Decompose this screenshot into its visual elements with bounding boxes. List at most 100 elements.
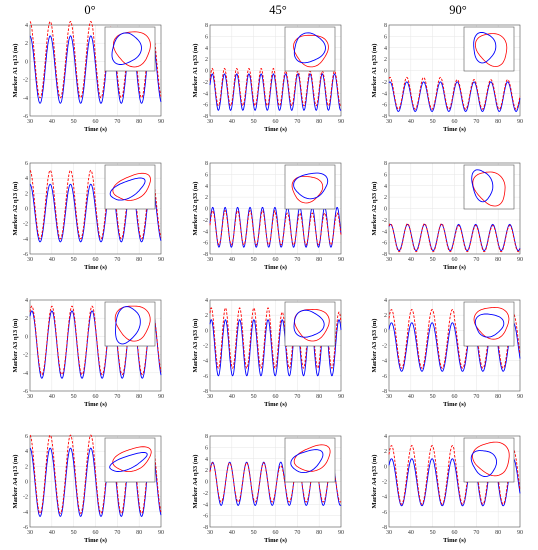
y-tick-label: -2 — [203, 491, 208, 497]
chart-panel: 30 40 50 60 70 80 90 -8 -6 -4 -2 0 2 4 6 8 Time (s) Marke… — [192, 161, 344, 271]
y-axis-label: Marker A1 η33 (m) — [371, 44, 378, 98]
x-tick-label: 70 — [473, 394, 479, 400]
y-tick-label: 6 — [25, 161, 28, 167]
y-axis-label: Marker A3 η33 (m) — [371, 319, 378, 373]
y-tick-label: 2 — [205, 57, 208, 63]
x-tick-label: 40 — [408, 119, 414, 125]
x-tick-label: 90 — [158, 119, 164, 125]
inset-red-loop — [474, 33, 508, 68]
x-tick-label: 30 — [386, 119, 392, 125]
inset-plot — [104, 164, 156, 210]
inset-plot — [284, 301, 336, 347]
y-tick-label: 0 — [205, 328, 208, 334]
x-tick-label: 40 — [229, 257, 235, 263]
y-tick-label: 2 — [205, 468, 208, 474]
y-tick-label: 0 — [25, 207, 28, 213]
x-axis-label: Time (s) — [84, 126, 107, 133]
y-tick-label: -8 — [203, 389, 208, 395]
y-tick-label: -2 — [203, 218, 208, 224]
inset-plot — [284, 437, 336, 483]
x-tick-label: 80 — [316, 257, 322, 263]
x-tick-label: 60 — [273, 394, 279, 400]
x-tick-label: 50 — [251, 119, 257, 125]
x-tick-label: 60 — [273, 119, 279, 125]
y-tick-label: -2 — [382, 344, 387, 350]
x-tick-label: 80 — [136, 394, 142, 400]
x-tick-label: 70 — [114, 394, 120, 400]
y-axis-label: Marker A2 η33 (m) — [371, 182, 378, 236]
inset-frame — [284, 26, 336, 72]
y-axis-label: Marker A2 η33 (m) — [192, 182, 199, 236]
x-tick-label: 30 — [207, 394, 213, 400]
inset-blue-loop — [473, 31, 497, 64]
x-tick-label: 70 — [294, 119, 300, 125]
x-tick-label: 50 — [251, 257, 257, 263]
inset-frame — [104, 164, 156, 210]
plot-frame — [388, 299, 521, 392]
y-tick-label: -4 — [382, 495, 387, 501]
inset-blue-loop — [109, 177, 146, 201]
x-tick-label: 30 — [386, 257, 392, 263]
blue-series-line — [209, 206, 342, 248]
y-tick-label: 6 — [205, 34, 208, 40]
x-axis-label: Time (s) — [443, 126, 466, 133]
y-tick-label: 0 — [205, 207, 208, 213]
x-tick-label: 90 — [517, 530, 523, 536]
x-axis-label: Time (s) — [264, 126, 287, 133]
y-tick-label: -4 — [23, 510, 28, 516]
inset-blue-loop — [109, 452, 148, 472]
y-tick-label: 2 — [205, 313, 208, 319]
x-tick-label: 80 — [316, 394, 322, 400]
inset-plot — [104, 301, 156, 347]
y-tick-label: 0 — [25, 59, 28, 65]
y-axis-label: Marker A1 η33 (m) — [192, 44, 199, 98]
y-tick-label: 4 — [205, 457, 208, 463]
y-tick-label: 8 — [205, 161, 208, 167]
inset-blue-loop — [293, 32, 326, 64]
x-tick-label: 90 — [338, 119, 344, 125]
y-tick-label: -2 — [23, 78, 28, 84]
y-tick-label: -8 — [382, 252, 387, 258]
red-series-line — [29, 434, 162, 514]
blue-series-line — [388, 458, 521, 507]
y-tick-label: -2 — [203, 80, 208, 86]
y-tick-label: -4 — [203, 91, 208, 97]
y-tick-label: 0 — [384, 328, 387, 334]
x-tick-label: 90 — [338, 257, 344, 263]
x-tick-label: 70 — [294, 257, 300, 263]
y-tick-label: -8 — [382, 389, 387, 395]
x-tick-label: 60 — [93, 119, 99, 125]
inset-plot — [463, 437, 515, 483]
y-tick-label: 4 — [384, 184, 387, 190]
x-tick-label: 60 — [273, 530, 279, 536]
x-tick-label: 30 — [207, 119, 213, 125]
x-tick-label: 60 — [93, 257, 99, 263]
x-tick-label: 70 — [473, 530, 479, 536]
y-tick-label: -4 — [382, 91, 387, 97]
x-tick-label: 30 — [27, 530, 33, 536]
x-tick-label: 50 — [71, 119, 77, 125]
y-tick-label: -6 — [382, 241, 387, 247]
y-tick-label: -2 — [203, 344, 208, 350]
y-tick-label: 4 — [384, 46, 387, 52]
y-tick-label: -6 — [23, 114, 28, 120]
inset-blue-loop — [293, 309, 325, 338]
inset-blue-loop — [471, 169, 494, 203]
inset-frame — [104, 301, 156, 347]
y-tick-label: -6 — [23, 525, 28, 531]
y-tick-label: -6 — [203, 514, 208, 520]
y-tick-label: 2 — [384, 195, 387, 201]
red-series-line — [388, 309, 521, 369]
red-series-line — [388, 223, 521, 253]
plot-frame — [29, 435, 162, 528]
inset-plot — [104, 26, 156, 72]
y-tick-label: 4 — [205, 298, 208, 304]
y-tick-label: 6 — [205, 172, 208, 178]
y-tick-label: -8 — [203, 252, 208, 258]
y-tick-label: 4 — [25, 23, 28, 29]
y-tick-label: -8 — [382, 114, 387, 120]
plot-frame — [29, 299, 162, 392]
y-tick-label: -6 — [23, 389, 28, 395]
red-series-line — [209, 210, 342, 246]
